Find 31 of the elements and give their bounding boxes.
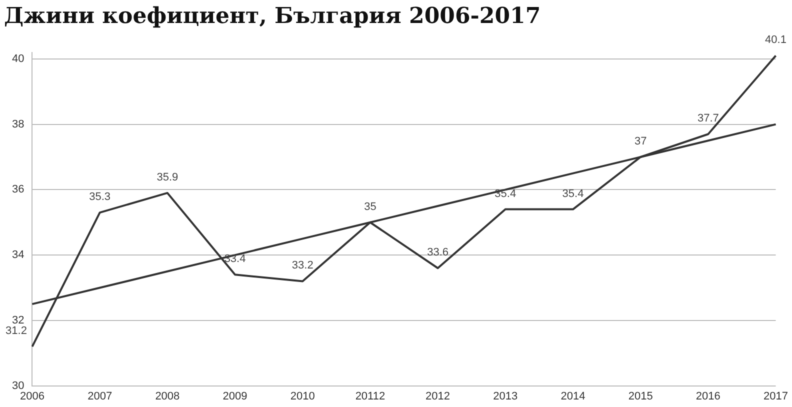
data-label: 35 [364, 200, 376, 213]
x-tick-label: 2014 [560, 390, 586, 402]
y-tick-label: 38 [12, 118, 24, 130]
x-tick-label: 2016 [696, 390, 720, 402]
data-label: 35.4 [494, 188, 516, 200]
x-tick-label: 2009 [222, 390, 248, 402]
x-tick-label: 2010 [290, 390, 315, 402]
x-tick-label: 2015 [628, 390, 653, 402]
y-tick-label: 40 [12, 52, 24, 65]
x-tick-label: 2006 [20, 390, 44, 402]
x-tick-label: 2007 [88, 390, 112, 402]
data-label: 37.7 [697, 112, 719, 125]
data-label: 35.4 [562, 188, 584, 200]
chart-title: Джини коефициент, България 2006-2017 [4, 2, 541, 29]
x-tick-label: 2013 [493, 390, 518, 402]
x-tick-label: 2017 [764, 390, 788, 402]
x-tick-label: 2008 [155, 390, 180, 402]
data-label: 33.2 [292, 260, 314, 272]
data-label: 33.4 [224, 253, 246, 266]
data-label: 31.2 [6, 325, 27, 338]
y-tick-label: 34 [12, 249, 24, 262]
y-tick-label: 30 [12, 380, 24, 392]
data-label: 40.1 [765, 34, 786, 46]
x-tick-label: 20112 [355, 390, 386, 402]
data-label: 35.9 [156, 171, 178, 184]
y-tick-label: 36 [12, 184, 24, 196]
data-label: 35.3 [89, 191, 111, 204]
data-label: 33.6 [427, 246, 449, 259]
x-tick-label: 2012 [426, 390, 450, 402]
y-tick-label: 32 [12, 314, 24, 326]
data-label: 37 [634, 136, 647, 148]
